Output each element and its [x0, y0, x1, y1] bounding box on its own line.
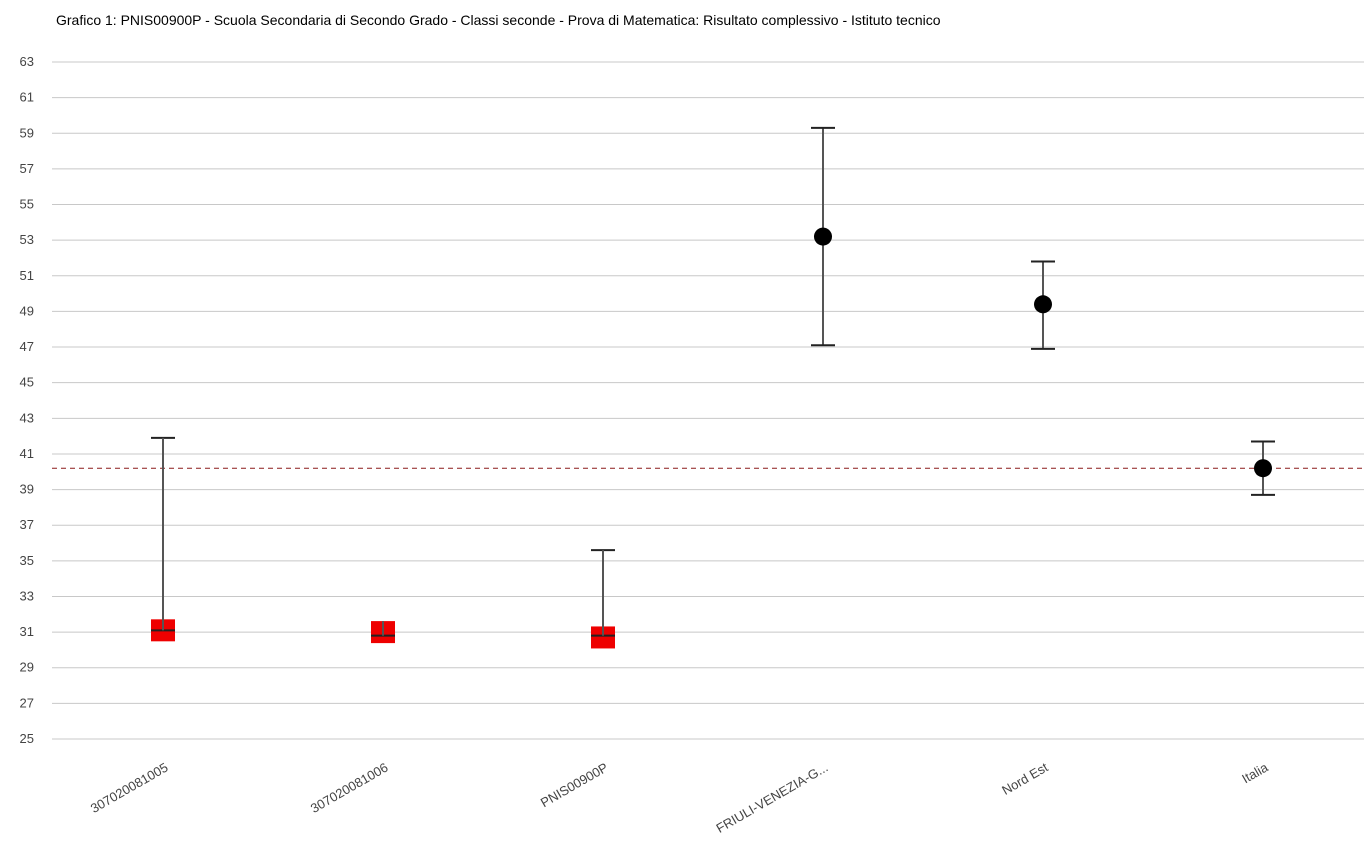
y-tick-label: 63 — [20, 54, 34, 69]
data-markers — [151, 227, 1272, 649]
x-tick-label: 307020081005 — [88, 760, 171, 816]
x-axis-labels: 307020081005 307020081006 PNIS00900P FRIULI… — [88, 759, 1271, 836]
data-point — [1034, 295, 1052, 314]
y-tick-label: 61 — [20, 90, 34, 105]
y-tick-label: 55 — [20, 197, 34, 212]
y-tick-label: 31 — [20, 624, 34, 639]
y-tick-label: 37 — [20, 517, 34, 532]
y-tick-label: 57 — [20, 161, 34, 176]
x-tick-label: PNIS00900P — [538, 760, 611, 811]
y-tick-label: 35 — [20, 553, 34, 568]
chart-title: Grafico 1: PNIS00900P - Scuola Secondari… — [56, 12, 941, 28]
y-axis-ticks: 25 27 29 31 33 35 37 39 41 43 45 47 49 51 53 55 57 59 61 63 — [20, 54, 34, 746]
x-tick-label: FRIULI-VENEZIA-G... — [714, 760, 831, 836]
y-tick-label: 29 — [20, 660, 34, 675]
y-tick-label: 47 — [20, 339, 34, 354]
y-tick-label: 27 — [20, 695, 34, 710]
y-tick-label: 25 — [20, 731, 34, 746]
y-tick-label: 49 — [20, 303, 34, 318]
data-point — [1254, 459, 1272, 478]
y-tick-label: 45 — [20, 375, 34, 390]
y-tick-label: 53 — [20, 232, 34, 247]
x-tick-label: Italia — [1239, 759, 1271, 786]
data-point — [814, 227, 832, 246]
y-tick-label: 51 — [20, 268, 34, 283]
y-tick-label: 43 — [20, 410, 34, 425]
x-tick-label: 307020081006 — [308, 760, 391, 816]
gridlines — [52, 61, 1364, 740]
y-tick-label: 59 — [20, 125, 34, 140]
y-tick-label: 39 — [20, 482, 34, 497]
x-tick-label: Nord Est — [999, 759, 1051, 797]
y-tick-label: 33 — [20, 588, 34, 603]
data-point — [591, 626, 615, 649]
y-tick-label: 41 — [20, 446, 34, 461]
